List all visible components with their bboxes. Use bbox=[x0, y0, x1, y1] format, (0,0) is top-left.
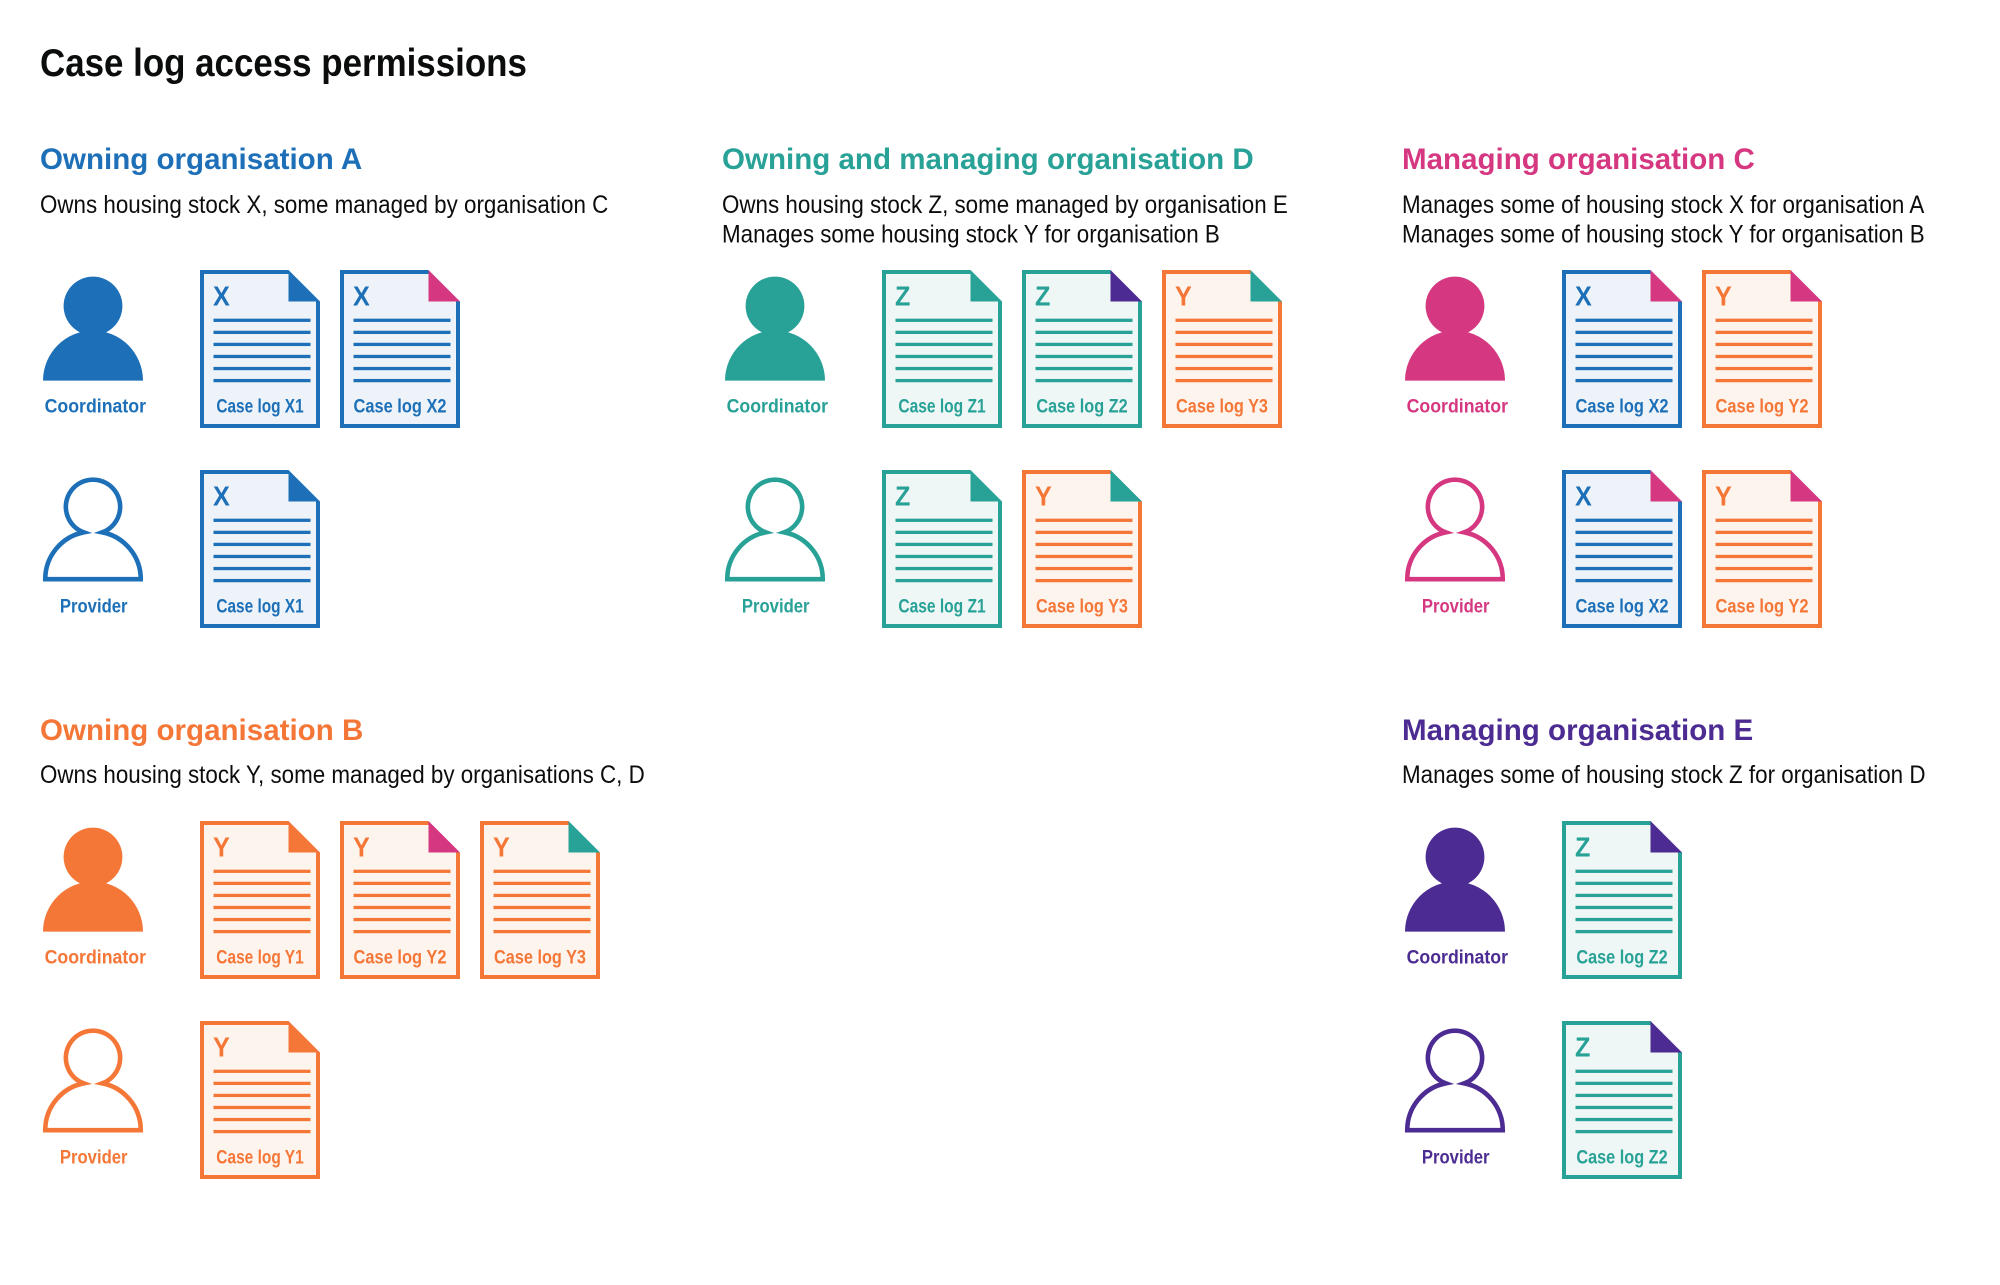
svg-text:Manages some housing stock Y f: Manages some housing stock Y for organis… bbox=[722, 221, 1220, 248]
svg-text:Coordinator: Coordinator bbox=[1407, 395, 1508, 417]
svg-text:Case log Y2: Case log Y2 bbox=[354, 946, 447, 968]
svg-text:Manages some of housing stock: Manages some of housing stock Y for orga… bbox=[1402, 221, 1925, 248]
svg-text:Z: Z bbox=[1575, 1031, 1590, 1063]
svg-text:Owns housing stock Y, some man: Owns housing stock Y, some managed by or… bbox=[40, 762, 645, 789]
svg-text:Y: Y bbox=[1175, 280, 1192, 312]
svg-text:Managing organisation E: Managing organisation E bbox=[1402, 714, 1753, 747]
svg-text:Case log Z1: Case log Z1 bbox=[898, 395, 986, 417]
svg-text:Y: Y bbox=[1035, 480, 1052, 512]
svg-text:Case log Y3: Case log Y3 bbox=[494, 946, 586, 968]
svg-text:Case log Y3: Case log Y3 bbox=[1036, 595, 1128, 617]
svg-text:Case log Z1: Case log Z1 bbox=[898, 595, 986, 617]
svg-text:Owning and managing organisati: Owning and managing organisation D bbox=[722, 143, 1254, 176]
svg-text:Case log Y2: Case log Y2 bbox=[1716, 595, 1809, 617]
svg-text:Y: Y bbox=[213, 1031, 230, 1063]
svg-text:Z: Z bbox=[895, 280, 910, 312]
svg-text:Z: Z bbox=[895, 480, 910, 512]
svg-text:Case log X2: Case log X2 bbox=[1575, 595, 1668, 617]
svg-text:X: X bbox=[213, 280, 230, 312]
svg-text:Coordinator: Coordinator bbox=[1407, 946, 1508, 968]
svg-text:Provider: Provider bbox=[1422, 596, 1490, 617]
svg-text:Provider: Provider bbox=[1422, 1147, 1490, 1168]
svg-text:Y: Y bbox=[1715, 280, 1732, 312]
svg-text:Case log Z2: Case log Z2 bbox=[1576, 946, 1667, 968]
svg-text:Y: Y bbox=[353, 831, 370, 863]
svg-text:Manages some of housing stock: Manages some of housing stock X for orga… bbox=[1402, 192, 1924, 219]
svg-text:Coordinator: Coordinator bbox=[45, 395, 146, 417]
svg-text:X: X bbox=[213, 480, 230, 512]
svg-text:Case log X2: Case log X2 bbox=[1575, 395, 1668, 417]
svg-text:Case log Z2: Case log Z2 bbox=[1036, 395, 1127, 417]
svg-text:Case log Y2: Case log Y2 bbox=[1716, 395, 1809, 417]
svg-text:Case log X1: Case log X1 bbox=[216, 595, 303, 617]
svg-text:X: X bbox=[1575, 280, 1592, 312]
svg-text:Case log Z2: Case log Z2 bbox=[1576, 1146, 1667, 1168]
svg-text:Y: Y bbox=[493, 831, 510, 863]
svg-text:Owning organisation B: Owning organisation B bbox=[40, 714, 363, 747]
svg-text:Manages some of housing stock: Manages some of housing stock Z for orga… bbox=[1402, 762, 1925, 789]
svg-text:Coordinator: Coordinator bbox=[727, 395, 828, 417]
svg-text:Case log X1: Case log X1 bbox=[216, 395, 303, 417]
svg-text:Provider: Provider bbox=[60, 596, 128, 617]
svg-text:Coordinator: Coordinator bbox=[45, 946, 146, 968]
svg-text:Case log Y1: Case log Y1 bbox=[216, 1146, 304, 1168]
svg-text:Y: Y bbox=[213, 831, 230, 863]
svg-text:Z: Z bbox=[1035, 280, 1050, 312]
svg-text:Y: Y bbox=[1715, 480, 1732, 512]
svg-text:Owning organisation A: Owning organisation A bbox=[40, 143, 362, 176]
svg-text:Case log X2: Case log X2 bbox=[353, 395, 446, 417]
svg-text:Case log Y3: Case log Y3 bbox=[1176, 395, 1268, 417]
svg-text:Z: Z bbox=[1575, 831, 1590, 863]
svg-text:Owns housing stock X, some man: Owns housing stock X, some managed by or… bbox=[40, 192, 608, 219]
svg-text:Provider: Provider bbox=[60, 1147, 128, 1168]
svg-text:Managing organisation C: Managing organisation C bbox=[1402, 143, 1755, 176]
svg-text:X: X bbox=[353, 280, 370, 312]
svg-text:X: X bbox=[1575, 480, 1592, 512]
svg-text:Case log access permissions: Case log access permissions bbox=[40, 41, 527, 84]
svg-text:Provider: Provider bbox=[742, 596, 810, 617]
svg-text:Owns housing stock Z, some man: Owns housing stock Z, some managed by or… bbox=[722, 192, 1288, 219]
svg-text:Case log Y1: Case log Y1 bbox=[216, 946, 304, 968]
